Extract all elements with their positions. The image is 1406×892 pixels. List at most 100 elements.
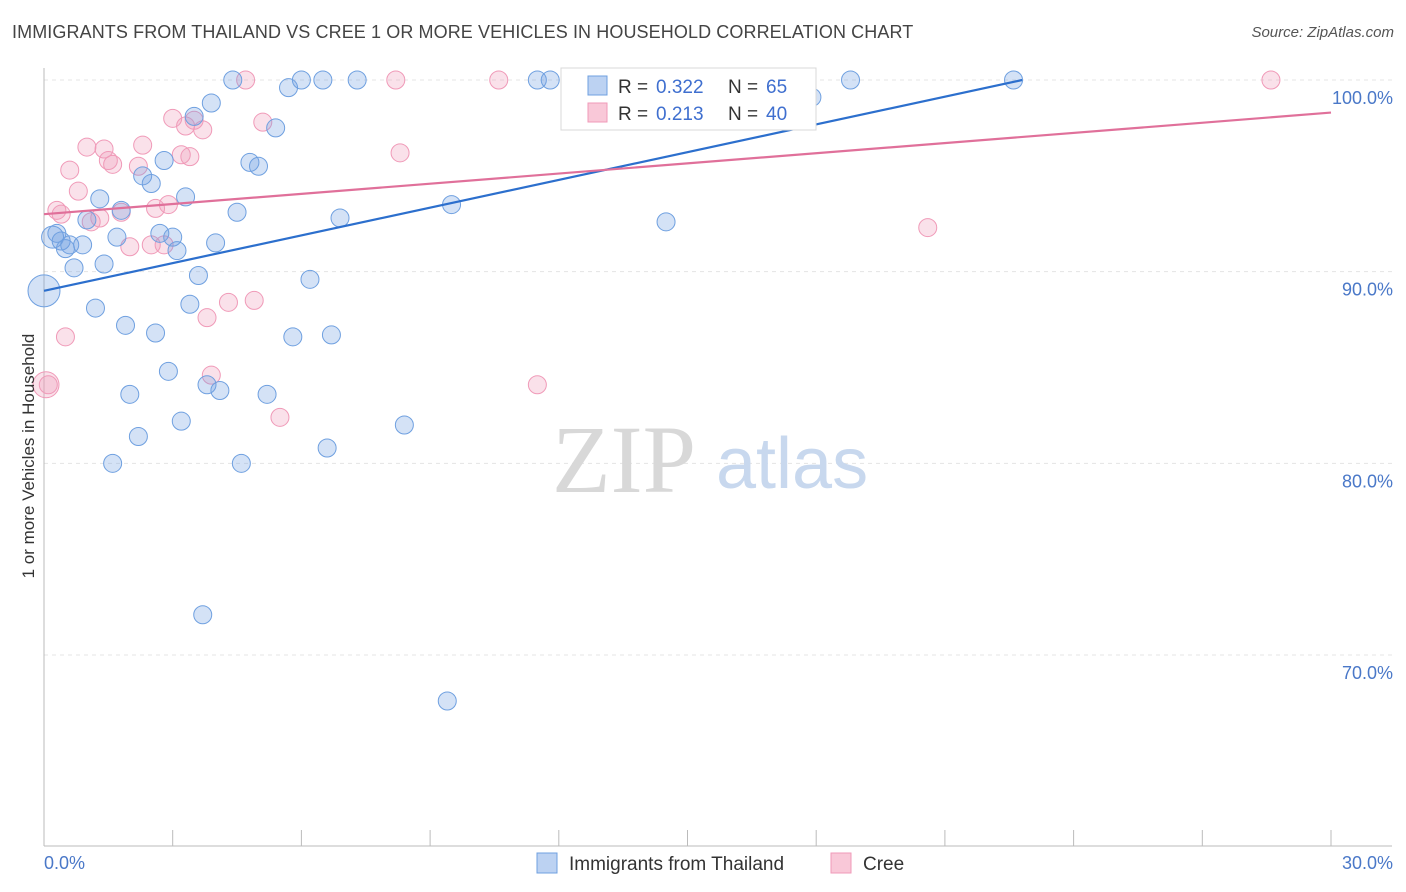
thailand-point — [347, 70, 367, 90]
thailand-point — [266, 118, 286, 138]
thailand-point — [158, 361, 178, 381]
cree-point — [55, 327, 75, 347]
y-axis-label: 1 or more Vehicles in Household — [19, 334, 38, 579]
bottom-legend-swatch-cree — [830, 852, 852, 874]
trend-lines — [43, 78, 1332, 292]
legend-box: R = 0.322 N = 65 R = 0.213 N = 40 — [560, 67, 817, 131]
legend-swatch-thailand — [587, 75, 608, 96]
thailand-point — [120, 384, 140, 404]
legend-n-value-cree: 40 — [766, 104, 787, 125]
y-tick-label: 100.0% — [1332, 88, 1393, 108]
legend-swatch-cree — [587, 102, 608, 123]
cree-point — [103, 154, 123, 174]
thailand-point — [656, 212, 676, 232]
thailand-point — [94, 254, 114, 274]
thailand-point — [283, 327, 303, 347]
legend-n-label-cree: N = — [728, 104, 758, 125]
thailand-point — [73, 235, 93, 255]
thailand-point — [77, 210, 97, 230]
thailand-point — [540, 70, 560, 90]
legend-r-label-cree: R = — [618, 104, 648, 125]
y-tick-label: 70.0% — [1342, 663, 1393, 683]
thailand-point — [317, 438, 337, 458]
thailand-point — [184, 106, 204, 126]
cree-point — [236, 70, 256, 90]
thailand-point — [171, 411, 191, 431]
thailand-point — [227, 202, 247, 222]
thailand-point — [103, 453, 123, 473]
thailand-point — [107, 227, 127, 247]
cree-point — [128, 156, 148, 176]
thailand-point — [197, 375, 217, 395]
cree-point — [193, 120, 213, 140]
thailand-point — [150, 223, 170, 243]
cree-point — [32, 371, 60, 399]
thailand-point — [210, 381, 230, 400]
y-tick-label: 80.0% — [1342, 471, 1393, 491]
thailand-point — [146, 323, 166, 343]
x-ticks — [43, 830, 1332, 846]
bottom-legend-label-thailand: Immigrants from Thailand — [569, 854, 784, 875]
thailand-point — [527, 70, 547, 90]
bottom-legend-label-cree: Cree — [863, 854, 904, 875]
chart-title: IMMIGRANTS FROM THAILAND VS CREE 1 OR MO… — [12, 22, 914, 42]
thailand-point — [141, 174, 161, 193]
x-tick-label-max: 30.0% — [1342, 853, 1393, 873]
thailand-point — [291, 70, 311, 90]
y-tick-labels: 70.0% 80.0% 90.0% 100.0% — [1332, 88, 1393, 683]
thailand-point — [313, 70, 333, 90]
thailand-point — [1004, 70, 1024, 90]
thailand-point — [64, 258, 84, 278]
legend-r-value-cree: 0.213 — [656, 104, 704, 125]
cree-point — [77, 137, 97, 157]
axes — [43, 68, 1392, 847]
bottom-legend-swatch-thailand — [536, 852, 558, 874]
thailand-point — [249, 156, 268, 176]
trend-line-cree — [43, 111, 1332, 216]
thailand-point — [128, 427, 148, 446]
grid-lines — [44, 79, 1392, 656]
watermark-zip: ZIP — [552, 406, 696, 513]
thailand-point — [206, 233, 226, 253]
cree-point — [390, 143, 410, 163]
cree-point — [270, 407, 290, 427]
thailand-point — [154, 151, 174, 170]
cree-point — [918, 218, 938, 238]
source-label: Source: ZipAtlas.com — [1251, 24, 1394, 41]
x-tick-label-min: 0.0% — [44, 853, 85, 873]
watermark-atlas: atlas — [716, 424, 868, 504]
thailand-point — [394, 415, 414, 435]
cree-point — [201, 365, 221, 385]
thailand-point — [201, 93, 221, 113]
y-tick-label: 90.0% — [1342, 280, 1393, 300]
thailand-point — [180, 294, 200, 314]
cree-point — [197, 308, 217, 328]
cree-point — [489, 70, 509, 90]
thailand-point — [167, 241, 187, 261]
thailand-point — [437, 691, 457, 711]
thailand-point — [188, 266, 208, 285]
cree-point — [244, 290, 264, 310]
cree-point — [133, 135, 153, 155]
thailand-point — [116, 315, 136, 335]
bottom-legend: Immigrants from Thailand Cree — [536, 852, 904, 875]
thailand-point — [85, 298, 105, 318]
thailand-point — [257, 384, 277, 404]
legend-r-label-thailand: R = — [618, 77, 648, 98]
cree-point — [1261, 70, 1281, 90]
thailand-point — [111, 200, 131, 220]
thailand-points — [27, 70, 1024, 711]
cree-point — [218, 292, 238, 312]
cree-point — [60, 160, 80, 180]
watermark: ZIP atlas — [552, 406, 868, 513]
thailand-point — [231, 453, 251, 473]
cree-points — [32, 70, 1281, 427]
thailand-point — [60, 235, 80, 255]
thailand-point — [176, 187, 196, 207]
trend-line-thailand — [43, 78, 1023, 292]
cree-point — [253, 112, 273, 132]
thailand-point — [330, 208, 350, 228]
legend-n-label-thailand: N = — [728, 77, 758, 98]
cree-point — [94, 139, 114, 159]
